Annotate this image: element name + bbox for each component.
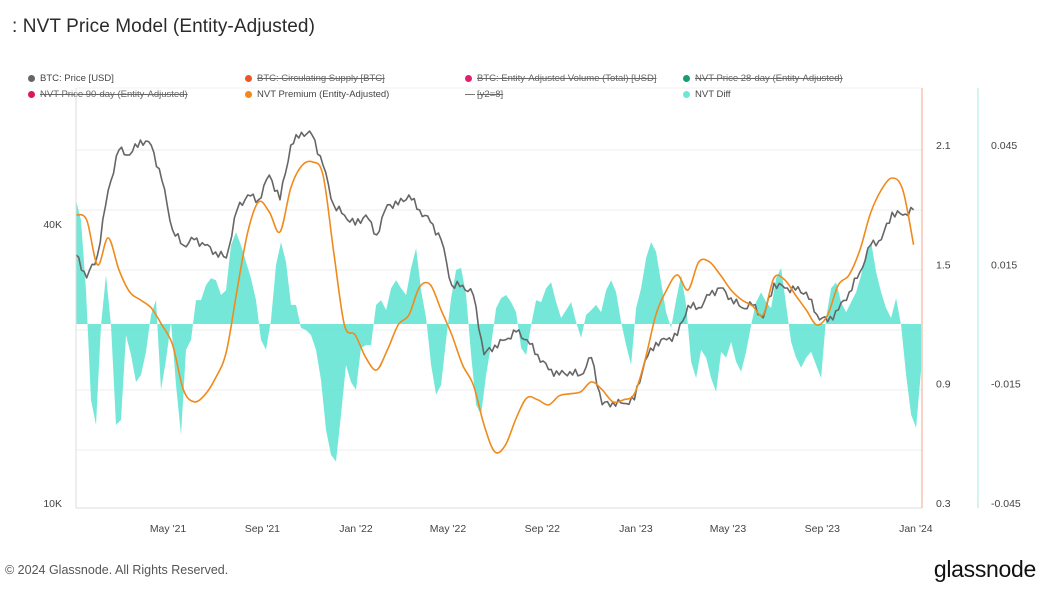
line-layer [75,130,915,454]
legend-item-nvt-diff[interactable]: NVT Diff [683,89,731,100]
legend-item-btc-price[interactable]: BTC: Price [USD] [28,73,114,84]
legend-dash-icon [465,94,475,95]
legend-item-nvt-price-90d[interactable]: NVT Price 90-day (Entity-Adjusted) [28,89,188,100]
legend-label: [y2=8] [477,89,504,100]
axis-ticks: May '21 Sep '21 Jan '22 May '22 Sep '22 Jan '… [43,140,1021,535]
btc-price-line [75,130,915,408]
x-tick-label: Jan '24 [899,523,933,535]
left-axis-tick-label: 40K [43,219,62,231]
copyright-text: © 2024 Glassnode. All Rights Reserved. [5,563,229,577]
legend-label: NVT Premium (Entity-Adjusted) [257,89,390,100]
legend-label: NVT Price 90-day (Entity-Adjusted) [40,89,188,100]
legend-marker-icon [465,75,472,82]
x-tick-label: Sep '23 [805,523,840,535]
right2-axis-tick-label: 0.045 [991,140,1017,152]
right1-axis-tick-label: 2.1 [936,140,951,152]
nvt-premium-line [75,160,915,454]
right1-axis-tick-label: 0.9 [936,379,951,391]
legend-label: BTC: Price [USD] [40,73,114,84]
legend-marker-icon [683,91,690,98]
legend-item-entity-volume[interactable]: BTC: Entity-Adjusted Volume (Total) [USD… [465,73,657,84]
x-tick-label: Jan '23 [619,523,653,535]
legend-label: NVT Price 28-day (Entity-Adjusted) [695,73,843,84]
glassnode-logo[interactable]: glassnode [933,556,1036,582]
legend-label: NVT Diff [695,89,731,100]
legend-label: BTC: Circulating Supply [BTC] [257,73,385,84]
x-tick-label: Sep '21 [245,523,280,535]
chart-title: : NVT Price Model (Entity-Adjusted) [12,16,316,37]
legend-marker-icon [245,91,252,98]
x-tick-label: May '21 [150,523,187,535]
legend-marker-icon [28,91,35,98]
right2-axis-tick-label: 0.015 [991,259,1017,271]
legend-marker-icon [683,75,690,82]
right2-axis-tick-label: -0.045 [991,498,1021,510]
right1-axis-tick-label: 1.5 [936,259,951,271]
left-axis-tick-label: 10K [43,498,62,510]
right2-axis-tick-label: -0.015 [991,379,1021,391]
legend-item-nvt-premium[interactable]: NVT Premium (Entity-Adjusted) [245,89,389,100]
legend-item-y2-line[interactable]: [y2=8] [465,89,503,100]
x-tick-label: Jan '22 [339,523,373,535]
x-tick-label: May '22 [430,523,467,535]
nvt-diff-area-layer [76,200,922,462]
nvt-diff-area [76,200,922,462]
legend-item-circulating-supply[interactable]: BTC: Circulating Supply [BTC] [245,73,385,84]
legend-item-nvt-price-28d[interactable]: NVT Price 28-day (Entity-Adjusted) [683,73,843,84]
legend-label: BTC: Entity-Adjusted Volume (Total) [USD… [477,73,657,84]
plot-frame [75,87,979,509]
legend-marker-icon [245,75,252,82]
x-tick-label: May '23 [710,523,747,535]
legend-marker-icon [28,75,35,82]
right1-axis-tick-label: 0.3 [936,498,951,510]
x-tick-label: Sep '22 [525,523,560,535]
